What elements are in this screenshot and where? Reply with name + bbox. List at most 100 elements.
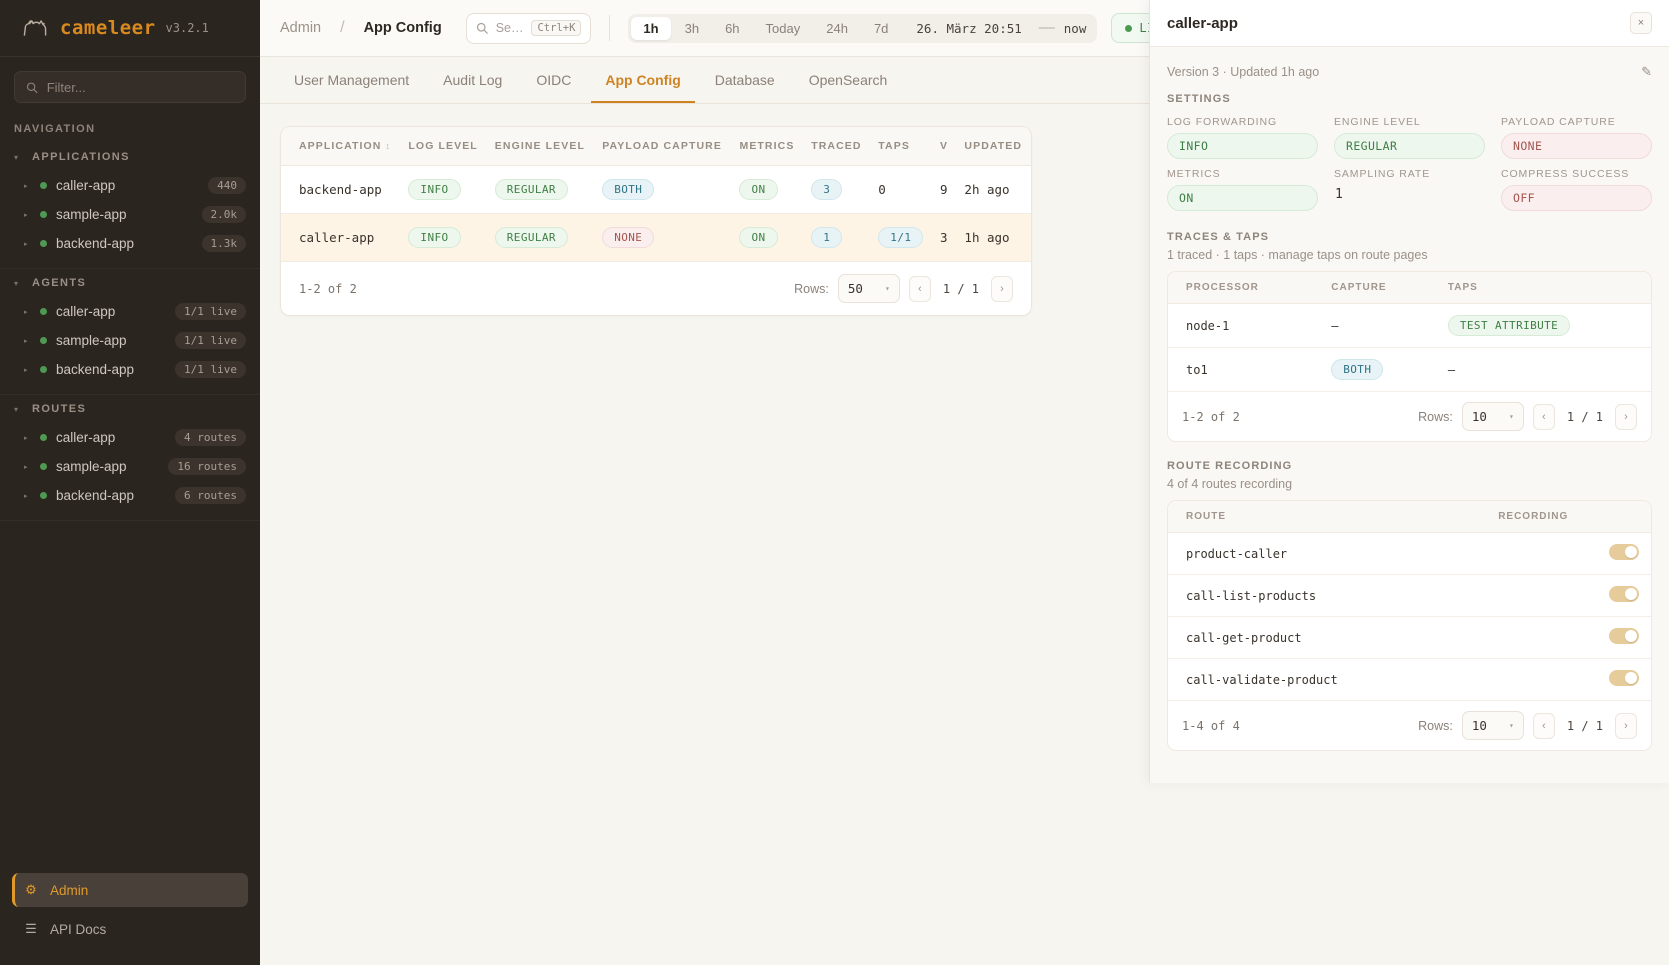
sidebar-item-api-docs[interactable]: ☰ API Docs xyxy=(12,912,248,946)
cell-capture: — xyxy=(1319,303,1436,348)
tab-audit-log[interactable]: Audit Log xyxy=(443,72,503,88)
brand-name: cameleer xyxy=(60,17,156,39)
detail-panel: caller-app × Version 3 · Updated 1h ago … xyxy=(1149,0,1669,783)
sidebar-item-admin[interactable]: ⚙ Admin xyxy=(12,873,248,907)
field-value[interactable]: NONE xyxy=(1501,133,1652,159)
sidebar-item-routes-caller-app[interactable]: ▸ caller-app 4 routes xyxy=(0,423,260,452)
field-value[interactable]: REGULAR xyxy=(1334,133,1485,159)
sidebar-item-agents-backend-app[interactable]: ▸ backend-app 1/1 live xyxy=(0,355,260,384)
recording-toggle[interactable] xyxy=(1609,670,1639,686)
table-header-row: APPLICATION ↕ LOG LEVEL ENGINE LEVEL PAYL… xyxy=(281,127,1031,166)
settings-section-title: SETTINGS xyxy=(1167,93,1231,105)
table-row[interactable]: node-1 — TEST ATTRIBUTE xyxy=(1168,303,1651,348)
group-header-agents[interactable]: ▾ AGENTS xyxy=(0,269,260,297)
recording-toggle[interactable] xyxy=(1609,628,1639,644)
rows-per-page-select[interactable]: 10 ▾ xyxy=(1461,402,1524,431)
col-updated[interactable]: UPDATED xyxy=(956,127,1031,166)
next-page-button[interactable]: › xyxy=(1615,403,1637,430)
chevron-right-icon: ▸ xyxy=(24,366,28,374)
sidebar-item-routes-backend-app[interactable]: ▸ backend-app 6 routes xyxy=(0,481,260,510)
tab-database[interactable]: Database xyxy=(714,72,775,88)
field-value[interactable]: OFF xyxy=(1501,185,1652,211)
prev-page-button[interactable]: ‹ xyxy=(1532,403,1555,430)
sidebar-item-routes-sample-app[interactable]: ▸ sample-app 16 routes xyxy=(0,452,260,481)
close-icon[interactable]: × xyxy=(1630,12,1652,34)
col-taps[interactable]: TAPS xyxy=(870,127,933,166)
group-header-routes[interactable]: ▾ ROUTES xyxy=(0,395,260,423)
recording-toggle[interactable] xyxy=(1609,586,1639,602)
chevron-down-icon: ▾ xyxy=(1509,721,1514,730)
col-metrics[interactable]: METRICS xyxy=(731,127,804,166)
field-sampling-rate: SAMPLING RATE 1 xyxy=(1334,168,1485,211)
tab-app-config[interactable]: App Config xyxy=(591,72,695,103)
rows-per-page-select[interactable]: 50 ▾ xyxy=(837,274,900,303)
sidebar-item-applications-backend-app[interactable]: ▸ backend-app 1.3k xyxy=(0,229,260,258)
sidebar-item-agents-sample-app[interactable]: ▸ sample-app 1/1 live xyxy=(0,326,260,355)
col-log-level[interactable]: LOG LEVEL xyxy=(400,127,487,166)
cell-engine-level: REGULAR xyxy=(486,165,595,214)
taps-pill: 1/1 xyxy=(878,227,924,248)
range-6h[interactable]: 6h xyxy=(725,20,740,36)
filter-box[interactable] xyxy=(14,71,246,103)
search-shortcut: Ctrl+K xyxy=(531,20,582,36)
prev-page-button[interactable]: ‹ xyxy=(908,275,931,302)
field-label: COMPRESS SUCCESS xyxy=(1501,168,1630,180)
table-row[interactable]: to1 BOTH — xyxy=(1168,347,1651,392)
col-engine-level[interactable]: ENGINE LEVEL xyxy=(486,127,595,166)
range-24h[interactable]: 24h xyxy=(826,20,848,36)
col-application[interactable]: APPLICATION ↕ xyxy=(281,127,401,166)
sidebar-item-applications-caller-app[interactable]: ▸ caller-app 440 xyxy=(0,171,260,200)
field-label: METRICS xyxy=(1167,168,1221,180)
item-badge: 1/1 live xyxy=(175,361,246,378)
field-label: SAMPLING RATE xyxy=(1334,168,1431,180)
sidebar-item-agents-caller-app[interactable]: ▸ caller-app 1/1 live xyxy=(0,297,260,326)
table-row[interactable]: backend-app INFO REGULAR BOTH ON 3 0 9 2… xyxy=(281,165,1031,214)
table-row[interactable]: call-list-products xyxy=(1168,574,1651,617)
result-range: 1-4 of 4 xyxy=(1182,718,1240,733)
next-page-button[interactable]: › xyxy=(1615,712,1637,739)
col-route: ROUTE xyxy=(1168,501,1487,533)
range-from[interactable]: 26. März 20:51 xyxy=(916,20,1022,36)
sidebar-item-applications-sample-app[interactable]: ▸ sample-app 2.0k xyxy=(0,200,260,229)
search-box[interactable]: Se… Ctrl+K xyxy=(465,12,592,44)
recording-toggle[interactable] xyxy=(1609,544,1639,560)
field-value[interactable]: ON xyxy=(1167,185,1318,211)
next-page-button[interactable]: › xyxy=(991,275,1013,302)
range-3h[interactable]: 3h xyxy=(684,20,700,36)
field-label: PAYLOAD CAPTURE xyxy=(1501,116,1616,128)
capture-pill: BOTH xyxy=(1331,359,1384,380)
field-value[interactable]: INFO xyxy=(1167,133,1318,159)
cell-v: 3 xyxy=(932,213,957,262)
table-row[interactable]: call-validate-product xyxy=(1168,658,1651,701)
cell-updated: 2h ago xyxy=(956,165,1031,214)
pencil-icon[interactable]: ✎ xyxy=(1641,64,1652,79)
table-row[interactable]: call-get-product xyxy=(1168,616,1651,659)
cell-capture: BOTH xyxy=(1319,347,1436,392)
table-row[interactable]: product-caller xyxy=(1168,532,1651,575)
table-row[interactable]: caller-app INFO REGULAR NONE ON 1 1/1 3 … xyxy=(281,213,1031,262)
breadcrumb-root[interactable]: Admin xyxy=(280,20,322,36)
col-payload-capture[interactable]: PAYLOAD CAPTURE xyxy=(594,127,732,166)
traced-pill: 1 xyxy=(811,227,843,248)
col-v[interactable]: V xyxy=(932,127,957,166)
tab-user-management[interactable]: User Management xyxy=(294,72,410,88)
log-level-pill: INFO xyxy=(408,179,461,200)
item-badge: 4 routes xyxy=(175,429,246,446)
tab-oidc[interactable]: OIDC xyxy=(536,72,572,88)
range-1h[interactable]: 1h xyxy=(631,16,671,40)
field-label: ENGINE LEVEL xyxy=(1334,116,1421,128)
filter-input[interactable] xyxy=(46,79,234,95)
range-7d[interactable]: 7d xyxy=(873,20,889,36)
tab-opensearch[interactable]: OpenSearch xyxy=(808,72,888,88)
prev-page-button[interactable]: ‹ xyxy=(1532,712,1555,739)
range-today[interactable]: Today xyxy=(765,20,801,36)
rows-per-page-select[interactable]: 10 ▾ xyxy=(1461,711,1524,740)
routes-subtitle: 4 of 4 routes recording xyxy=(1167,477,1293,491)
range-to[interactable]: now xyxy=(1063,20,1087,36)
col-traced[interactable]: TRACED xyxy=(803,127,871,166)
chevron-right-icon: ▸ xyxy=(24,240,28,248)
payload-capture-pill: NONE xyxy=(602,227,655,248)
group-header-applications[interactable]: ▾ APPLICATIONS xyxy=(0,143,260,171)
sidebar-item-label: caller-app xyxy=(56,430,116,445)
brand[interactable]: cameleer v3.2.1 xyxy=(0,0,260,57)
